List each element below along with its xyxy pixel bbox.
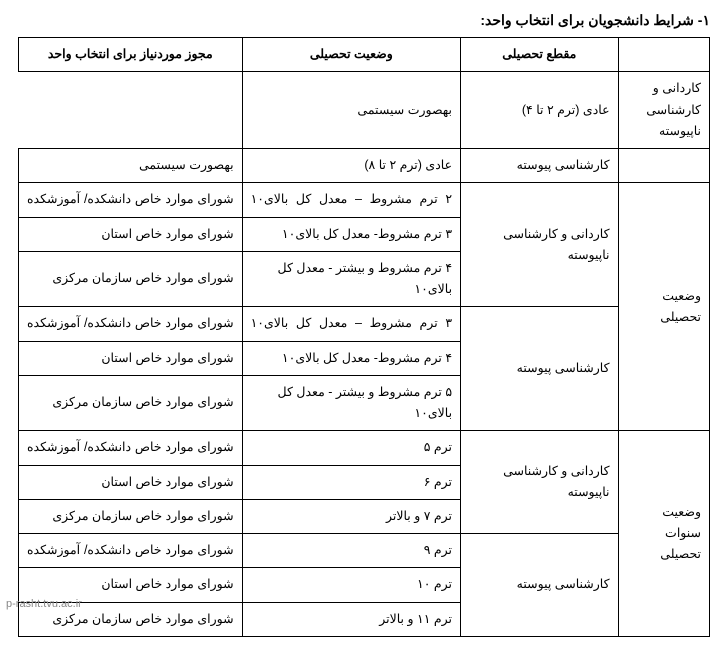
- cell-permit: شورای موارد خاص دانشکده/ آموزشکده: [19, 183, 243, 217]
- cell-status: ترم ۶: [242, 465, 460, 499]
- cell-status: عادی (ترم ۲ تا ۴): [461, 72, 619, 149]
- table-row: کاردانی و کارشناسی ناپیوسته عادی (ترم ۲ …: [19, 72, 710, 149]
- cell-permit: شورای موارد خاص استان: [19, 217, 243, 251]
- cell-permit: بهصورت سیستمی: [242, 72, 460, 149]
- header-empty: [618, 38, 709, 72]
- cell-status: ۲ ترم مشروط – معدل کل بالای۱۰: [242, 183, 460, 217]
- table-header-row: مقطع تحصیلی وضعیت تحصیلی مجوز موردنیاز ب…: [19, 38, 710, 72]
- cell-permit: شورای موارد خاص استان: [19, 465, 243, 499]
- cell-status: ۳ ترم مشروط- معدل کل بالای۱۰: [242, 217, 460, 251]
- cell-permit: شورای موارد خاص سازمان مرکزی: [19, 251, 243, 307]
- header-status: وضعیت تحصیلی: [242, 38, 460, 72]
- table-row: کارشناسی پیوسته ترم ۹ شورای موارد خاص دا…: [19, 534, 710, 568]
- cell-permit: شورای موارد خاص دانشکده/ آموزشکده: [19, 534, 243, 568]
- cell-level: کارشناسی پیوسته: [461, 307, 619, 431]
- cell-status: ۵ ترم مشروط و بیشتر - معدل کل بالای۱۰: [242, 375, 460, 431]
- cell-status: ترم ۷ و بالاتر: [242, 499, 460, 533]
- cell-permit: شورای موارد خاص استان: [19, 341, 243, 375]
- cell-level: کاردانی و کارشناسی ناپیوسته: [461, 183, 619, 307]
- cell-status: ترم ۵: [242, 431, 460, 465]
- cell-permit: شورای موارد خاص سازمان مرکزی: [19, 375, 243, 431]
- cell-status: عادی (ترم ۲ تا ۸): [242, 149, 460, 183]
- table-row: وضعیت تحصیلی کاردانی و کارشناسی ناپیوسته…: [19, 183, 710, 217]
- cell-status: ۴ ترم مشروط- معدل کل بالای۱۰: [242, 341, 460, 375]
- cell-status: ترم ۱۰: [242, 568, 460, 602]
- header-level: مقطع تحصیلی: [461, 38, 619, 72]
- cell-level: کاردانی و کارشناسی ناپیوسته: [618, 72, 709, 149]
- cell-category: وضعیت سنوات تحصیلی: [618, 431, 709, 637]
- cell-permit: شورای موارد خاص دانشکده/ آموزشکده: [19, 307, 243, 341]
- cell-category: وضعیت تحصیلی: [618, 183, 709, 431]
- header-permit: مجوز موردنیاز برای انتخاب واحد: [19, 38, 243, 72]
- cell-permit: شورای موارد خاص سازمان مرکزی: [19, 499, 243, 533]
- table-row: کارشناسی پیوسته عادی (ترم ۲ تا ۸) بهصورت…: [19, 149, 710, 183]
- conditions-table: مقطع تحصیلی وضعیت تحصیلی مجوز موردنیاز ب…: [18, 37, 710, 637]
- cell-status: ۴ ترم مشروط و بیشتر - معدل کل بالای۱۰: [242, 251, 460, 307]
- cell-permit: بهصورت سیستمی: [19, 149, 243, 183]
- cell-status: ترم ۱۱ و بالاتر: [242, 602, 460, 636]
- cell-permit: شورای موارد خاص دانشکده/ آموزشکده: [19, 431, 243, 465]
- cell-status: ترم ۹: [242, 534, 460, 568]
- cell-level: کارشناسی پیوسته: [461, 534, 619, 637]
- table-row: وضعیت سنوات تحصیلی کاردانی و کارشناسی نا…: [19, 431, 710, 465]
- cell-level: کاردانی و کارشناسی ناپیوسته: [461, 431, 619, 534]
- table-row: کارشناسی پیوسته ۳ ترم مشروط – معدل کل با…: [19, 307, 710, 341]
- page-title: ۱- شرایط دانشجویان برای انتخاب واحد:: [18, 12, 710, 29]
- cell-cat-empty: [618, 149, 709, 183]
- watermark-text: p-rasht.tvu.ac.ir: [6, 598, 82, 610]
- cell-level: کارشناسی پیوسته: [461, 149, 619, 183]
- cell-permit: شورای موارد خاص استان: [19, 568, 243, 602]
- cell-status: ۳ ترم مشروط – معدل کل بالای۱۰: [242, 307, 460, 341]
